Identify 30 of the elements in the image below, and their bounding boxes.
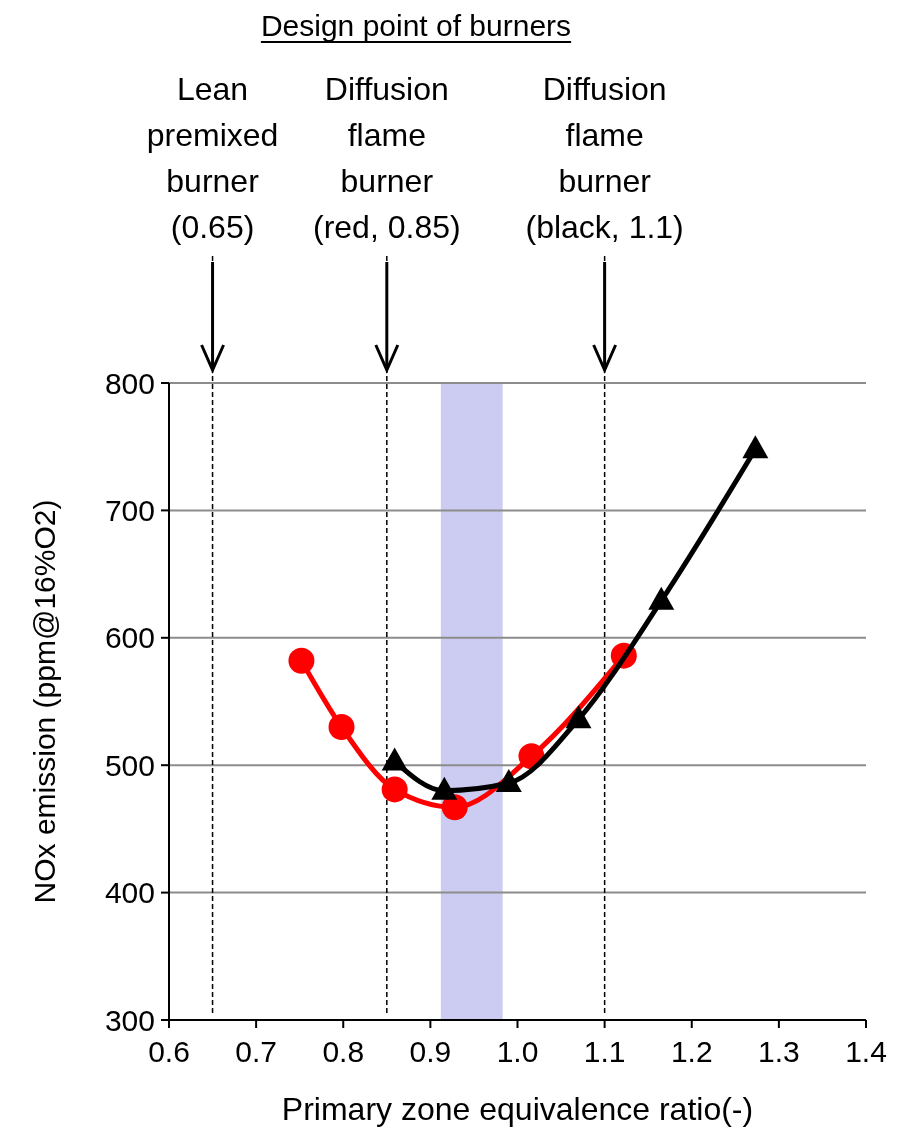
point xyxy=(288,647,315,674)
y-tick-label: 500 xyxy=(104,748,155,782)
point xyxy=(381,776,408,803)
point xyxy=(381,747,408,771)
x-tick-label: 0.8 xyxy=(322,1035,365,1068)
point xyxy=(495,769,522,793)
y-tick-label: 300 xyxy=(104,1003,155,1037)
x-tick-label: 1.2 xyxy=(670,1035,713,1068)
x-tick-label: 1.1 xyxy=(583,1035,626,1068)
point xyxy=(742,435,769,459)
x-tick-label: 1.3 xyxy=(758,1035,800,1068)
point xyxy=(441,794,468,821)
point xyxy=(648,586,675,610)
point xyxy=(328,713,355,740)
x-axis-title: Primary zone equivalence ratio(-) xyxy=(281,1091,754,1127)
x-tick-label: 0.6 xyxy=(148,1035,190,1068)
y-axis-title: NOx emission (ppm@16%O2) xyxy=(28,499,61,904)
x-tick-label: 1.0 xyxy=(496,1035,539,1068)
y-tick-label: 700 xyxy=(104,493,155,527)
x-tick-label: 0.9 xyxy=(409,1035,452,1068)
x-tick-label: 1.4 xyxy=(845,1035,887,1068)
y-tick-label: 400 xyxy=(104,876,155,910)
ref-line-label: Diffusion flame burner (black, 1.1) xyxy=(525,71,684,245)
x-tick-label: 0.7 xyxy=(235,1035,277,1068)
y-tick-label: 600 xyxy=(104,621,155,655)
point xyxy=(565,705,592,729)
chart-title: Design point of burners xyxy=(260,9,572,42)
ref-line-label: Diffusion flame burner (red, 0.85) xyxy=(313,71,461,245)
ref-line-label: Lean premixed burner (0.65) xyxy=(146,71,279,245)
y-tick-label: 800 xyxy=(104,366,155,400)
